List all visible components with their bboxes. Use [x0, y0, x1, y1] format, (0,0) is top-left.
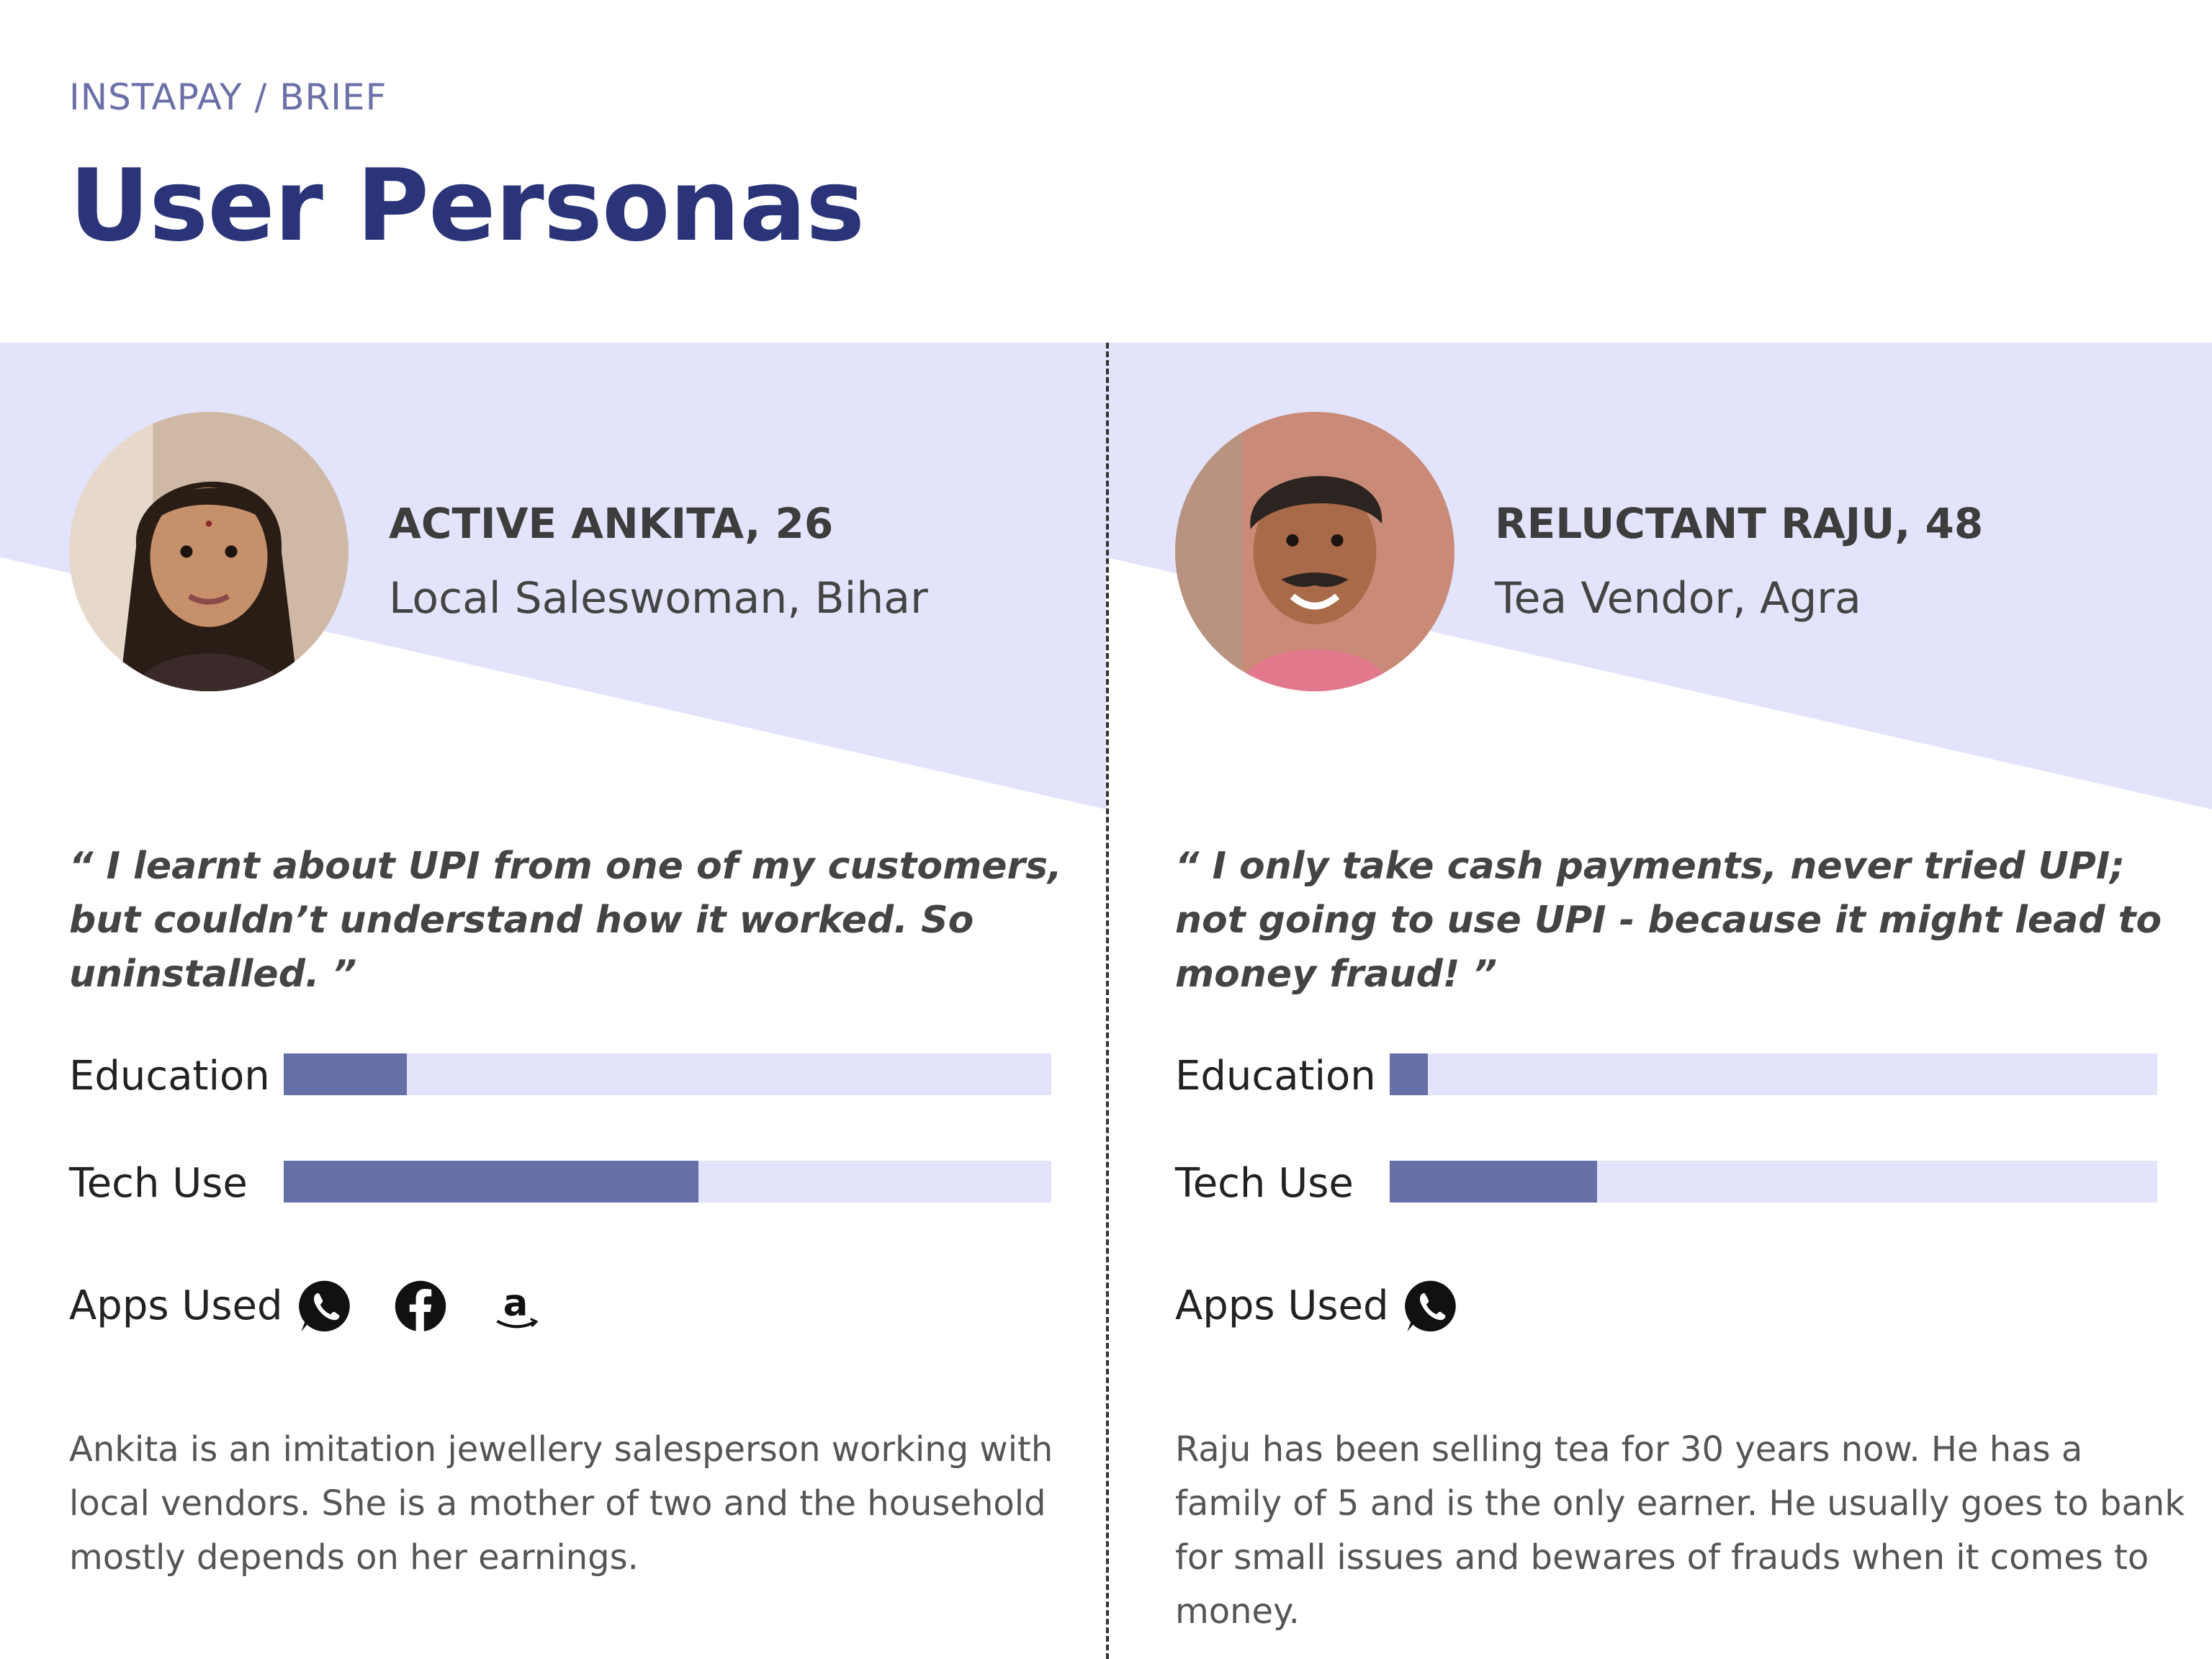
- meter-bar-tech-use: [1390, 1161, 2157, 1202]
- amazon-icon: a: [487, 1277, 544, 1335]
- meter-label-tech-use: Tech Use: [1175, 1160, 1354, 1207]
- persona-card-ankita: ACTIVE ANKITA, 26 Local Saleswoman, Biha…: [0, 343, 1106, 1659]
- avatar: [1175, 412, 1455, 691]
- whatsapp-icon: [297, 1277, 354, 1335]
- apps-used-label: Apps Used: [69, 1282, 283, 1329]
- persona-divider: [1106, 343, 1109, 1659]
- apps-used-label: Apps Used: [1175, 1282, 1389, 1329]
- persona-card-raju: RELUCTANT RAJU, 48 Tea Vendor, Agra “ I …: [1106, 343, 2212, 1659]
- meter-bar-tech-use: [284, 1161, 1051, 1202]
- meter-fill: [1390, 1053, 1429, 1095]
- svg-text:a: a: [503, 1282, 529, 1325]
- persona-name: RELUCTANT RAJU, 48: [1495, 499, 1984, 548]
- meter-fill: [1390, 1161, 1597, 1202]
- persona-description: Raju has been selling tea for 30 years n…: [1175, 1429, 2185, 1632]
- meter-bar-education: [1390, 1053, 2157, 1095]
- meter-bar-education: [284, 1053, 1051, 1095]
- persona-description: Ankita is an imitation jewellery salespe…: [69, 1429, 1053, 1578]
- page-title: User Personas: [69, 148, 865, 264]
- meter-fill: [284, 1161, 698, 1202]
- whatsapp-icon: [1403, 1277, 1460, 1335]
- meter-fill: [284, 1053, 407, 1095]
- persona-role: Tea Vendor, Agra: [1495, 573, 1861, 624]
- breadcrumb: INSTAPAY / BRIEF: [69, 76, 387, 118]
- persona-quote: “ I learnt about UPI from one of my cust…: [69, 845, 1062, 996]
- persona-quote: “ I only take cash payments, never tried…: [1175, 845, 2162, 996]
- meter-label-education: Education: [69, 1053, 270, 1100]
- meter-label-education: Education: [1175, 1053, 1376, 1100]
- persona-name: ACTIVE ANKITA, 26: [389, 499, 834, 548]
- facebook-icon: [392, 1277, 449, 1335]
- persona-role: Local Saleswoman, Bihar: [389, 573, 928, 624]
- avatar: [69, 412, 349, 691]
- meter-label-tech-use: Tech Use: [69, 1160, 248, 1207]
